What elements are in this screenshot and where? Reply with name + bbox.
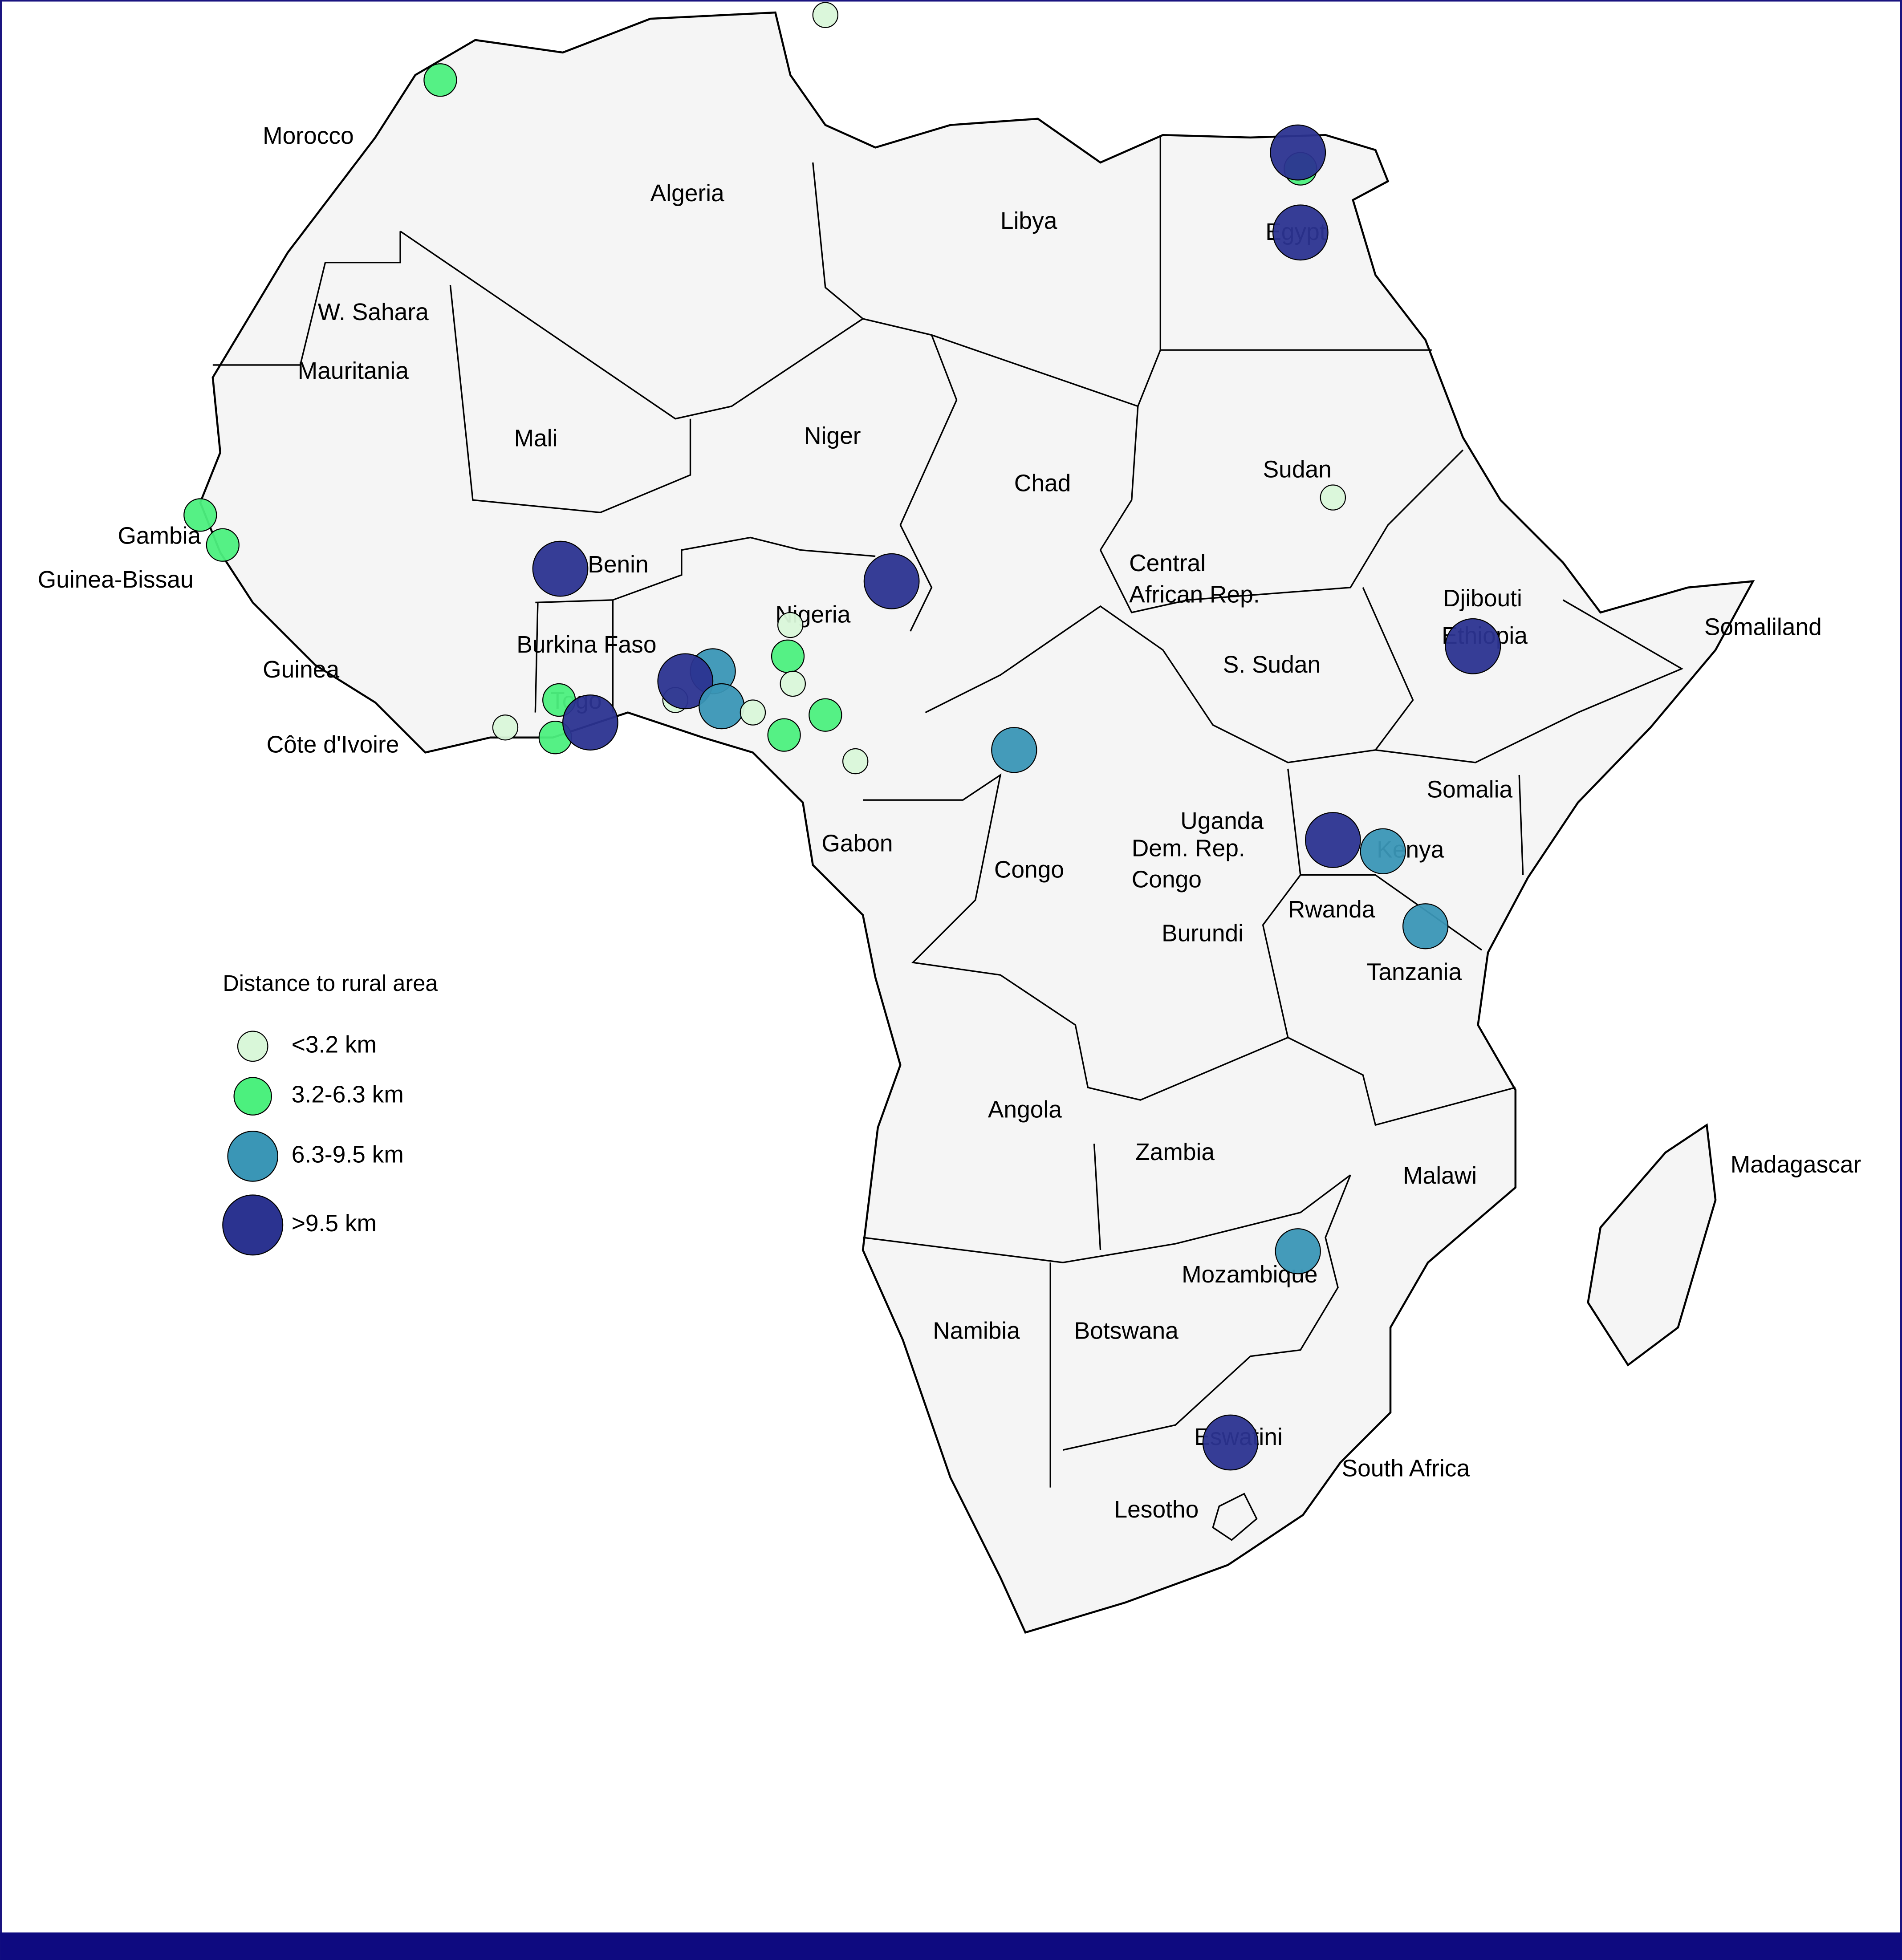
country-label: Tanzania bbox=[1367, 959, 1462, 986]
location-point bbox=[767, 718, 801, 752]
legend-title: Distance to rural area bbox=[223, 970, 438, 996]
country-label: Burundi bbox=[1162, 921, 1244, 947]
country-label: Lesotho bbox=[1114, 1497, 1199, 1523]
border bbox=[1099, 406, 1464, 613]
location-point bbox=[562, 694, 618, 751]
legend-label: <3.2 km bbox=[292, 1031, 377, 1058]
border bbox=[449, 285, 691, 514]
border bbox=[899, 334, 958, 632]
legend-symbol bbox=[233, 1077, 272, 1116]
country-label: Madagascar bbox=[1731, 1152, 1861, 1178]
country-label: Libya bbox=[1000, 208, 1057, 234]
country-label: S. Sudan bbox=[1223, 652, 1321, 678]
border bbox=[862, 1174, 1351, 1263]
country-label: Dem. Rep. Congo bbox=[1132, 836, 1245, 893]
country-label: Malawi bbox=[1403, 1163, 1477, 1189]
legend-label: >9.5 km bbox=[292, 1210, 377, 1237]
border bbox=[1362, 587, 1684, 763]
country-label: Gabon bbox=[821, 830, 893, 856]
country-label: Benin bbox=[588, 552, 648, 578]
lesotho-border bbox=[1212, 1493, 1258, 1541]
location-point bbox=[812, 2, 838, 28]
location-point bbox=[780, 670, 806, 697]
location-point bbox=[183, 498, 217, 532]
borders bbox=[212, 135, 1684, 1541]
country-label: Sudan bbox=[1263, 457, 1332, 483]
country-label: Uganda bbox=[1180, 808, 1264, 834]
country-label: Somaliland bbox=[1704, 614, 1822, 641]
legend-symbol bbox=[227, 1131, 278, 1182]
country-label: Chad bbox=[1014, 471, 1071, 497]
country-label: Gambia bbox=[118, 523, 201, 549]
country-label: Côte d'Ivoire bbox=[267, 731, 399, 758]
country-label: South Africa bbox=[1342, 1455, 1470, 1481]
country-label: Mali bbox=[514, 426, 558, 452]
location-point bbox=[1270, 124, 1326, 181]
country-label: Algeria bbox=[650, 180, 724, 207]
country-label: Central African Rep. bbox=[1129, 550, 1260, 608]
legend-label: 6.3-9.5 km bbox=[292, 1142, 404, 1168]
location-point bbox=[532, 540, 589, 597]
country-label: Botswana bbox=[1074, 1318, 1179, 1344]
location-point bbox=[1272, 204, 1329, 261]
location-point bbox=[1305, 812, 1361, 868]
border bbox=[812, 162, 864, 320]
legend: Distance to rural area <3.2 km 3.2-6.3 km… bbox=[222, 970, 438, 1256]
location-point bbox=[740, 699, 766, 726]
country-label: Mauritania bbox=[298, 358, 409, 384]
country-label: Guinea bbox=[263, 657, 339, 683]
border bbox=[863, 773, 1288, 1101]
location-point bbox=[1445, 618, 1501, 674]
location-point bbox=[423, 63, 457, 97]
country-label: Niger bbox=[804, 423, 861, 449]
country-label: Zambia bbox=[1135, 1139, 1215, 1165]
country-labels: MoroccoAlgeriaLibyaEgyptW. SaharaMaurita… bbox=[38, 123, 1861, 1523]
country-label: Namibia bbox=[933, 1318, 1020, 1344]
border bbox=[534, 536, 876, 713]
location-point bbox=[771, 639, 805, 673]
location-point bbox=[842, 748, 869, 775]
location-point bbox=[863, 553, 920, 609]
footer-bar bbox=[0, 1932, 1902, 1960]
location-point bbox=[1202, 1414, 1259, 1471]
location-point bbox=[1402, 903, 1449, 950]
location-point bbox=[991, 727, 1037, 773]
country-label: W. Sahara bbox=[318, 299, 429, 325]
location-point bbox=[206, 528, 240, 562]
location-point bbox=[809, 698, 842, 732]
country-label: Congo bbox=[994, 856, 1064, 883]
country-label: Somalia bbox=[1426, 777, 1512, 803]
madagascar-outline bbox=[1587, 1123, 1717, 1367]
location-point bbox=[1320, 484, 1346, 511]
legend-symbol bbox=[237, 1031, 268, 1062]
legend-symbol bbox=[222, 1194, 284, 1256]
country-label: Burkina Faso bbox=[516, 632, 656, 658]
legend-label: 3.2-6.3 km bbox=[292, 1082, 404, 1108]
border bbox=[1049, 1144, 1351, 1488]
location-point bbox=[777, 612, 804, 638]
border bbox=[925, 605, 1376, 763]
country-label: Rwanda bbox=[1288, 897, 1375, 923]
location-point bbox=[1360, 828, 1406, 874]
country-label: Morocco bbox=[263, 123, 354, 149]
points bbox=[183, 2, 1501, 1471]
border bbox=[400, 231, 1432, 420]
country-label: Angola bbox=[988, 1096, 1062, 1123]
border bbox=[1518, 775, 1524, 875]
location-point bbox=[657, 653, 714, 710]
location-point bbox=[492, 714, 519, 741]
country-label: Djibouti bbox=[1443, 585, 1522, 612]
location-point bbox=[699, 683, 745, 730]
country-label: Guinea-Bissau bbox=[38, 567, 194, 593]
location-point bbox=[1275, 1228, 1321, 1274]
border bbox=[212, 231, 401, 366]
